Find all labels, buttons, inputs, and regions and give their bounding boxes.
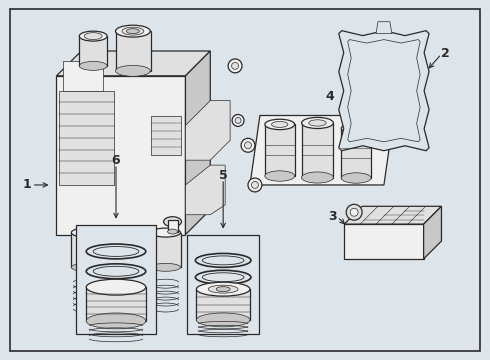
Polygon shape: [339, 31, 429, 151]
Circle shape: [232, 62, 239, 69]
Ellipse shape: [196, 313, 250, 327]
Ellipse shape: [122, 27, 144, 35]
Circle shape: [228, 59, 242, 73]
Polygon shape: [185, 165, 225, 215]
Polygon shape: [344, 206, 441, 224]
Ellipse shape: [202, 256, 244, 265]
Ellipse shape: [196, 282, 250, 296]
Polygon shape: [250, 116, 394, 185]
Polygon shape: [376, 22, 392, 33]
Text: 2: 2: [441, 48, 450, 60]
Circle shape: [251, 181, 258, 188]
Polygon shape: [424, 206, 441, 259]
Ellipse shape: [196, 270, 251, 284]
Bar: [196, 289, 250, 320]
Bar: [168, 220, 177, 231]
Ellipse shape: [168, 229, 177, 234]
Text: 5: 5: [219, 168, 227, 181]
Ellipse shape: [341, 173, 371, 183]
Polygon shape: [348, 40, 420, 142]
Bar: [265, 125, 294, 176]
Polygon shape: [185, 51, 210, 235]
Ellipse shape: [301, 117, 333, 129]
Ellipse shape: [111, 264, 143, 271]
Ellipse shape: [86, 279, 146, 295]
Ellipse shape: [265, 171, 294, 181]
Circle shape: [248, 178, 262, 192]
Ellipse shape: [111, 228, 143, 237]
Ellipse shape: [265, 119, 294, 130]
Ellipse shape: [196, 253, 251, 267]
Ellipse shape: [309, 120, 326, 126]
Bar: [188, 235, 259, 334]
Ellipse shape: [72, 228, 99, 237]
Ellipse shape: [116, 66, 150, 76]
Ellipse shape: [202, 273, 244, 282]
Circle shape: [350, 208, 358, 216]
Ellipse shape: [348, 125, 365, 131]
Bar: [151, 116, 180, 155]
Ellipse shape: [84, 33, 102, 40]
Bar: [116, 31, 151, 71]
Bar: [56, 76, 185, 235]
Ellipse shape: [271, 121, 288, 127]
Bar: [151, 233, 180, 267]
Ellipse shape: [301, 172, 333, 183]
Bar: [59, 91, 114, 185]
Ellipse shape: [86, 244, 146, 259]
Ellipse shape: [216, 287, 230, 292]
Ellipse shape: [79, 62, 107, 70]
Ellipse shape: [93, 247, 139, 256]
Text: 4: 4: [325, 90, 334, 103]
Polygon shape: [344, 224, 424, 259]
Ellipse shape: [116, 25, 150, 37]
Ellipse shape: [126, 29, 139, 33]
Bar: [79, 36, 107, 66]
Ellipse shape: [164, 217, 181, 227]
Bar: [301, 123, 333, 177]
Bar: [76, 225, 156, 334]
Text: 3: 3: [328, 210, 337, 223]
Circle shape: [235, 117, 241, 123]
Bar: [111, 233, 143, 267]
Circle shape: [346, 204, 362, 220]
Ellipse shape: [151, 264, 180, 271]
Ellipse shape: [86, 264, 146, 279]
Bar: [341, 129, 371, 178]
Polygon shape: [185, 100, 230, 160]
Ellipse shape: [86, 313, 146, 329]
Bar: [63, 61, 103, 91]
Bar: [72, 233, 99, 267]
Circle shape: [245, 142, 251, 149]
Ellipse shape: [72, 264, 99, 271]
Bar: [86, 287, 146, 321]
Text: 6: 6: [112, 154, 121, 167]
Ellipse shape: [151, 228, 180, 237]
Ellipse shape: [341, 123, 371, 134]
Ellipse shape: [93, 266, 139, 276]
Ellipse shape: [79, 31, 107, 41]
Text: 1: 1: [23, 179, 31, 192]
Polygon shape: [56, 51, 210, 76]
Circle shape: [232, 114, 244, 126]
Circle shape: [241, 138, 255, 152]
Ellipse shape: [208, 285, 238, 293]
